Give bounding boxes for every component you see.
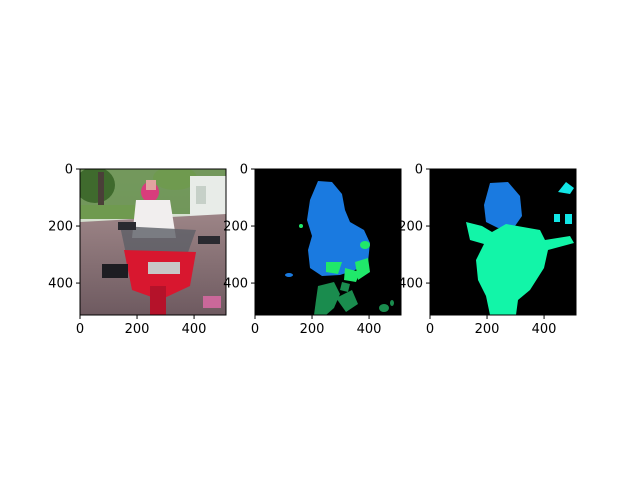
panel-groundtruth-mask [429, 168, 577, 316]
x-tick-label-1-0: 0 [251, 322, 259, 337]
x-tick-label-2-0: 0 [426, 322, 434, 337]
photo-frame [79, 168, 227, 316]
prediction-mask-image [255, 169, 401, 315]
y-tick-label-0-2: 400 [48, 277, 73, 292]
x-tick-label-2-2: 400 [532, 322, 557, 337]
x-tick-label-1-2: 400 [357, 322, 382, 337]
groundtruth-mask-frame [429, 168, 577, 316]
prediction-mask-frame [254, 168, 402, 316]
y-tick-label-1-2: 400 [223, 277, 248, 292]
y-tick-label-1-0: 0 [240, 163, 248, 178]
y-tick-label-2-2: 400 [398, 277, 423, 292]
x-tick-label-0-1: 200 [125, 322, 150, 337]
y-tick-label-2-0: 0 [415, 163, 423, 178]
x-tick-label-2-1: 200 [475, 322, 500, 337]
y-tick-label-0-0: 0 [65, 163, 73, 178]
groundtruth-mask-image [430, 169, 576, 315]
y-tick-label-0-1: 200 [48, 220, 73, 235]
x-tick-label-0-2: 400 [182, 322, 207, 337]
panel-photo [79, 168, 227, 316]
y-tick-label-1-1: 200 [223, 220, 248, 235]
x-tick-label-1-1: 200 [300, 322, 325, 337]
panel-prediction-mask [254, 168, 402, 316]
x-tick-label-0-0: 0 [76, 322, 84, 337]
photo-image [80, 169, 226, 315]
y-tick-label-2-1: 200 [398, 220, 423, 235]
axes-ticks: 0 200 400 0 200 400 0 200 400 0 200 400 0 200 400 0 200 4… [48, 163, 556, 338]
